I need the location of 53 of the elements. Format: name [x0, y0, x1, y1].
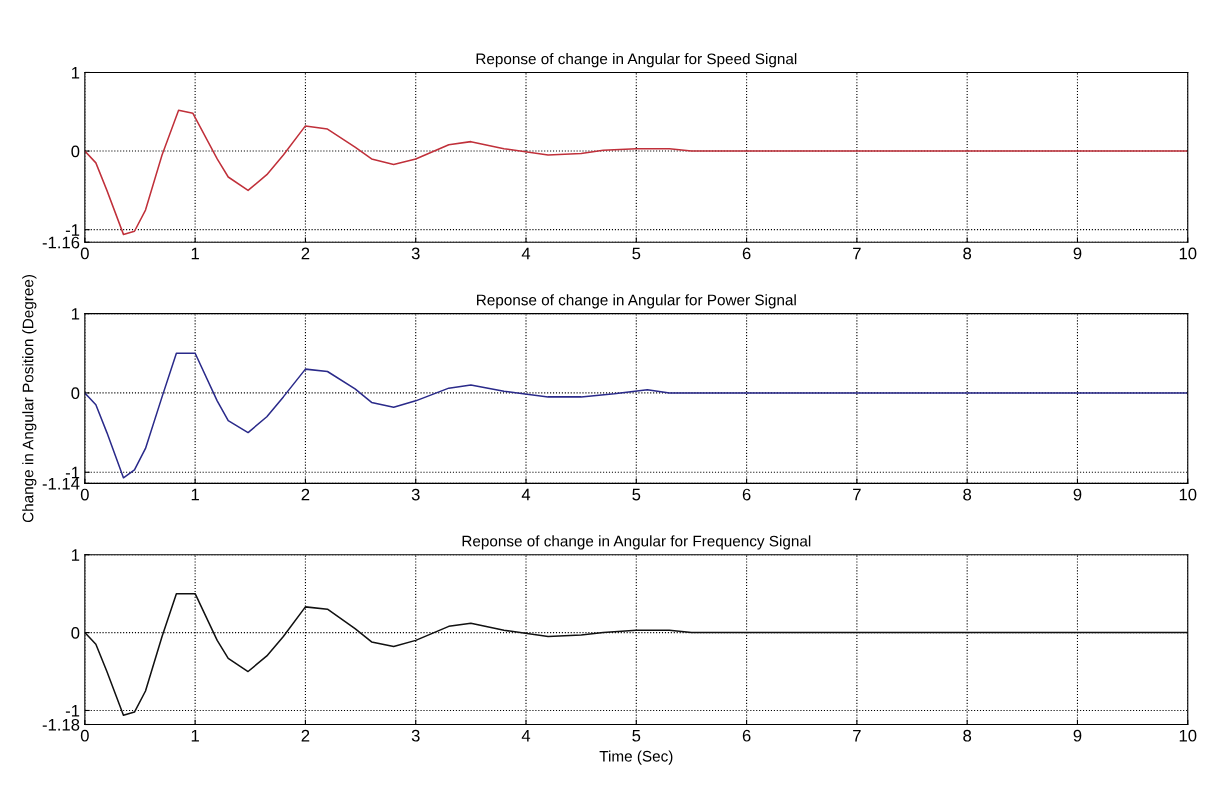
x-tick-label: 8: [963, 729, 972, 742]
line-series: [84, 352, 1188, 479]
x-tick-label: 10: [1179, 488, 1197, 501]
x-tick-label: 5: [632, 729, 641, 742]
chart-title: Reponse of change in Angular for Speed Signal: [476, 53, 797, 68]
x-tick-label: 0: [80, 729, 89, 742]
x-tick-label: 7: [853, 488, 861, 501]
x-tick-label: 9: [1073, 729, 1082, 742]
x-tick-label: 1: [191, 247, 199, 260]
x-tick-label: 3: [411, 247, 420, 260]
x-tick-label: 0: [80, 488, 89, 501]
x-tick-label: 10: [1179, 729, 1197, 742]
y-tick-label: 0: [71, 626, 80, 639]
x-tick-label: 9: [1073, 488, 1082, 501]
x-tick-label: 2: [301, 729, 310, 742]
x-tick-label: 2: [301, 247, 310, 260]
x-tick-label: 7: [853, 247, 861, 260]
x-tick-label: 6: [742, 247, 751, 260]
x-tick-label: 4: [521, 729, 531, 742]
y-tick-label: -1: [65, 705, 80, 717]
x-tick-label: 4: [521, 488, 531, 501]
x-tick-label: 10: [1179, 247, 1197, 260]
chart-title: Reponse of change in Angular for Power Signal: [477, 294, 796, 309]
y-tick-label: 1: [71, 549, 80, 561]
x-axis-title: Time (Sec): [599, 750, 673, 765]
x-tick-label: 5: [632, 247, 641, 260]
chart-title: Reponse of change in Angular for Frequency Signal: [462, 535, 811, 550]
y-tick-label: -1.18: [42, 718, 80, 731]
y-tick-label: 1: [71, 67, 80, 79]
line-series: [84, 109, 1188, 236]
x-tick-label: 7: [853, 729, 861, 742]
x-tick-label: 6: [742, 729, 751, 742]
y-tick-label: -1: [65, 466, 80, 479]
x-tick-label: 8: [963, 488, 972, 501]
x-tick-label: 0: [80, 247, 89, 260]
x-tick-label: 8: [963, 247, 972, 260]
x-tick-label: 1: [191, 729, 199, 742]
x-tick-label: 3: [411, 488, 420, 501]
y-tick-label: 0: [71, 145, 80, 158]
line-series: [84, 592, 1188, 716]
y-axis-title: Change in Angular Position (Degree): [22, 274, 37, 523]
y-tick-label: -1: [65, 224, 80, 236]
x-tick-label: 1: [191, 488, 199, 501]
x-tick-label: 9: [1073, 247, 1082, 260]
y-tick-label: -1.16: [42, 236, 80, 249]
x-tick-label: 2: [301, 488, 310, 501]
x-tick-label: 4: [521, 247, 531, 260]
y-tick-label: 1: [71, 308, 80, 320]
x-tick-label: 6: [742, 488, 751, 501]
y-tick-label: -1.14: [42, 477, 80, 490]
x-tick-label: 3: [411, 729, 420, 742]
x-tick-label: 5: [632, 488, 641, 501]
y-tick-label: 0: [71, 387, 80, 400]
